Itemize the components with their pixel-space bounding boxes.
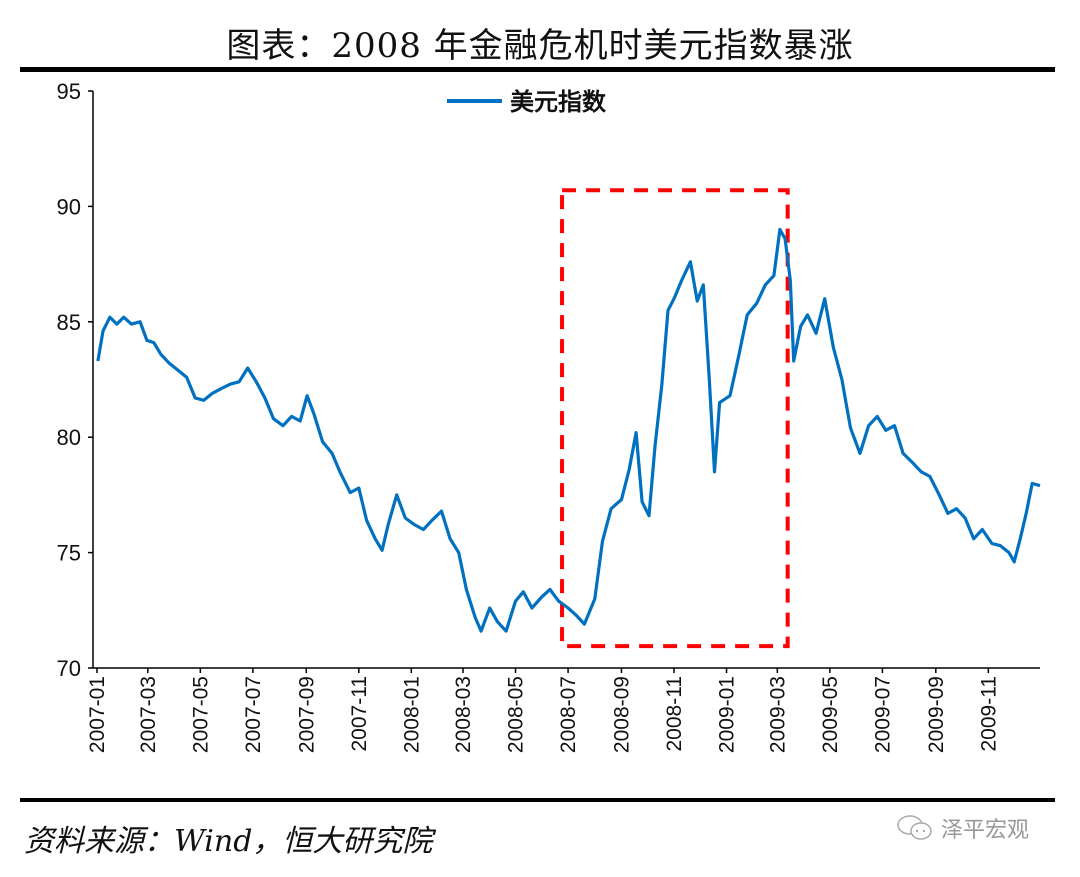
watermark-text: 泽平宏观 [941,818,1030,843]
x-tick-label: 2009-05 [819,676,842,753]
bottom-rule [20,798,1055,802]
x-tick-label: 2008-05 [505,676,528,753]
x-tick-label: 2009-09 [925,676,948,753]
x-tick-label: 2007-11 [348,676,371,752]
y-tick-label: 70 [57,656,81,681]
x-tick-label: 2008-07 [557,676,580,753]
chart-title: 图表：2008 年金融危机时美元指数暴涨 [226,26,854,66]
x-tick-label: 2009-01 [716,676,739,753]
x-tick-label: 2007-07 [242,676,265,753]
legend-label: 美元指数 [510,88,607,116]
y-tick-label: 95 [57,79,81,104]
series-line [96,227,1041,633]
y-tick-label: 90 [57,194,81,219]
y-tick-label: 80 [57,425,81,450]
y-tick-label: 75 [57,541,81,566]
y-tick-label: 85 [57,310,81,335]
watermark: 泽平宏观 [895,812,1029,844]
x-tick-label: 2007-05 [189,676,212,753]
x-tick-label: 2008-03 [452,676,475,753]
source-note: 资料来源：Wind，恒大研究院 [24,824,433,859]
x-tick-label: 2009-07 [871,676,894,753]
highlight-box [560,188,790,649]
wechat-icon [897,815,932,840]
x-tick-label: 2009-11 [977,676,1000,752]
x-tick-label: 2007-03 [137,676,160,753]
x-tick-label: 2008-01 [400,676,423,753]
x-tick-label: 2008-11 [663,676,686,752]
top-rule [20,67,1055,72]
x-tick-label: 2007-09 [295,676,318,753]
x-tick-label: 2009-03 [766,676,789,753]
x-tick-label: 2008-09 [610,676,633,753]
x-tick-label: 2007-01 [86,676,109,753]
